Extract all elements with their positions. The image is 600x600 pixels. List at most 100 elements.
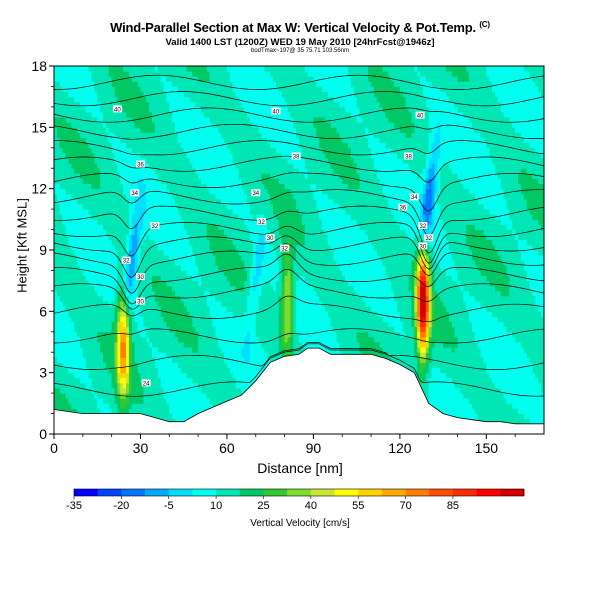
velocity-cell (267, 352, 271, 358)
velocity-cell (391, 321, 395, 328)
velocity-cell (454, 398, 458, 404)
velocity-cell (405, 357, 409, 363)
velocity-cell (327, 316, 332, 322)
velocity-cell (526, 285, 530, 292)
velocity-cell (154, 321, 159, 328)
velocity-cell (391, 285, 395, 292)
velocity-cell (460, 336, 464, 343)
velocity-cell (270, 296, 274, 302)
velocity-cell (520, 347, 525, 353)
velocity-cell (503, 336, 507, 343)
velocity-cell (460, 316, 464, 322)
velocity-cell (175, 296, 179, 302)
velocity-cell (486, 326, 490, 333)
velocity-cell (451, 301, 456, 307)
velocity-cell (172, 342, 176, 348)
velocity-cell (532, 372, 536, 379)
velocity-cell (232, 331, 236, 338)
velocity-cell (448, 296, 453, 302)
velocity-cell (154, 331, 159, 338)
velocity-cell (206, 398, 211, 404)
velocity-cell (255, 321, 260, 328)
velocity-cell (82, 321, 87, 328)
velocity-cell (62, 372, 66, 379)
velocity-cell (526, 408, 530, 414)
velocity-cell (146, 285, 150, 292)
velocity-cell (425, 372, 430, 379)
velocity-cell (471, 306, 476, 312)
velocity-cell (477, 321, 481, 328)
velocity-cell (195, 367, 199, 374)
velocity-cell (206, 382, 211, 389)
velocity-cell (307, 306, 311, 312)
velocity-cell (500, 285, 505, 292)
velocity-cell (503, 352, 507, 358)
velocity-cell (198, 352, 202, 358)
velocity-cell (59, 398, 64, 404)
velocity-cell (103, 388, 107, 394)
velocity-cell (258, 352, 262, 358)
velocity-cell (88, 398, 92, 404)
velocity-cell (111, 342, 115, 348)
velocity-cell (278, 285, 283, 292)
velocity-cell (301, 311, 306, 317)
velocity-cell (209, 290, 213, 297)
velocity-cell (469, 408, 473, 414)
velocity-cell (206, 347, 211, 353)
velocity-cell (512, 393, 516, 399)
velocity-cell (480, 336, 484, 343)
velocity-cell (91, 311, 95, 317)
velocity-cell (466, 331, 470, 338)
velocity-cell (373, 321, 378, 328)
velocity-cell (177, 372, 182, 379)
velocity-cell (149, 342, 153, 348)
velocity-cell (94, 377, 98, 384)
velocity-cell (56, 331, 61, 338)
velocity-cell (65, 321, 69, 328)
velocity-cell (65, 316, 69, 322)
velocity-cell (270, 285, 274, 292)
velocity-cell (105, 321, 110, 328)
velocity-cell (175, 331, 179, 338)
velocity-cell (324, 316, 329, 322)
velocity-cell (232, 393, 236, 399)
velocity-cell (373, 301, 378, 307)
velocity-cell (74, 280, 78, 287)
velocity-cell (483, 357, 487, 363)
velocity-cell (201, 280, 205, 287)
velocity-cell (471, 285, 476, 292)
velocity-cell (149, 398, 153, 404)
velocity-cell (440, 393, 444, 399)
velocity-cell (388, 316, 392, 322)
velocity-cell (518, 362, 522, 368)
velocity-cell (273, 342, 277, 348)
velocity-cell (402, 347, 407, 353)
velocity-cell (137, 403, 141, 409)
velocity-cell (177, 306, 182, 312)
velocity-cell (483, 382, 487, 389)
velocity-cell (460, 296, 464, 302)
velocity-cell (307, 342, 311, 348)
velocity-cell (425, 362, 430, 368)
velocity-cell (68, 285, 72, 292)
velocity-cell (114, 367, 118, 374)
velocity-cell (215, 296, 219, 302)
velocity-cell (520, 352, 525, 358)
velocity-cell (247, 352, 251, 358)
velocity-cell (284, 311, 288, 317)
velocity-cell (79, 311, 84, 317)
velocity-cell (143, 408, 147, 414)
velocity-cell (451, 367, 456, 374)
velocity-cell (541, 357, 544, 363)
velocity-cell (88, 331, 92, 338)
velocity-cell (538, 336, 542, 343)
velocity-cell (278, 301, 283, 307)
velocity-cell (428, 362, 432, 368)
velocity-cell (131, 336, 136, 343)
velocity-cell (203, 403, 208, 409)
velocity-cell (59, 393, 64, 399)
velocity-cell (105, 301, 110, 307)
velocity-cell (111, 408, 115, 414)
velocity-cell (264, 296, 268, 302)
velocity-cell (345, 326, 349, 333)
